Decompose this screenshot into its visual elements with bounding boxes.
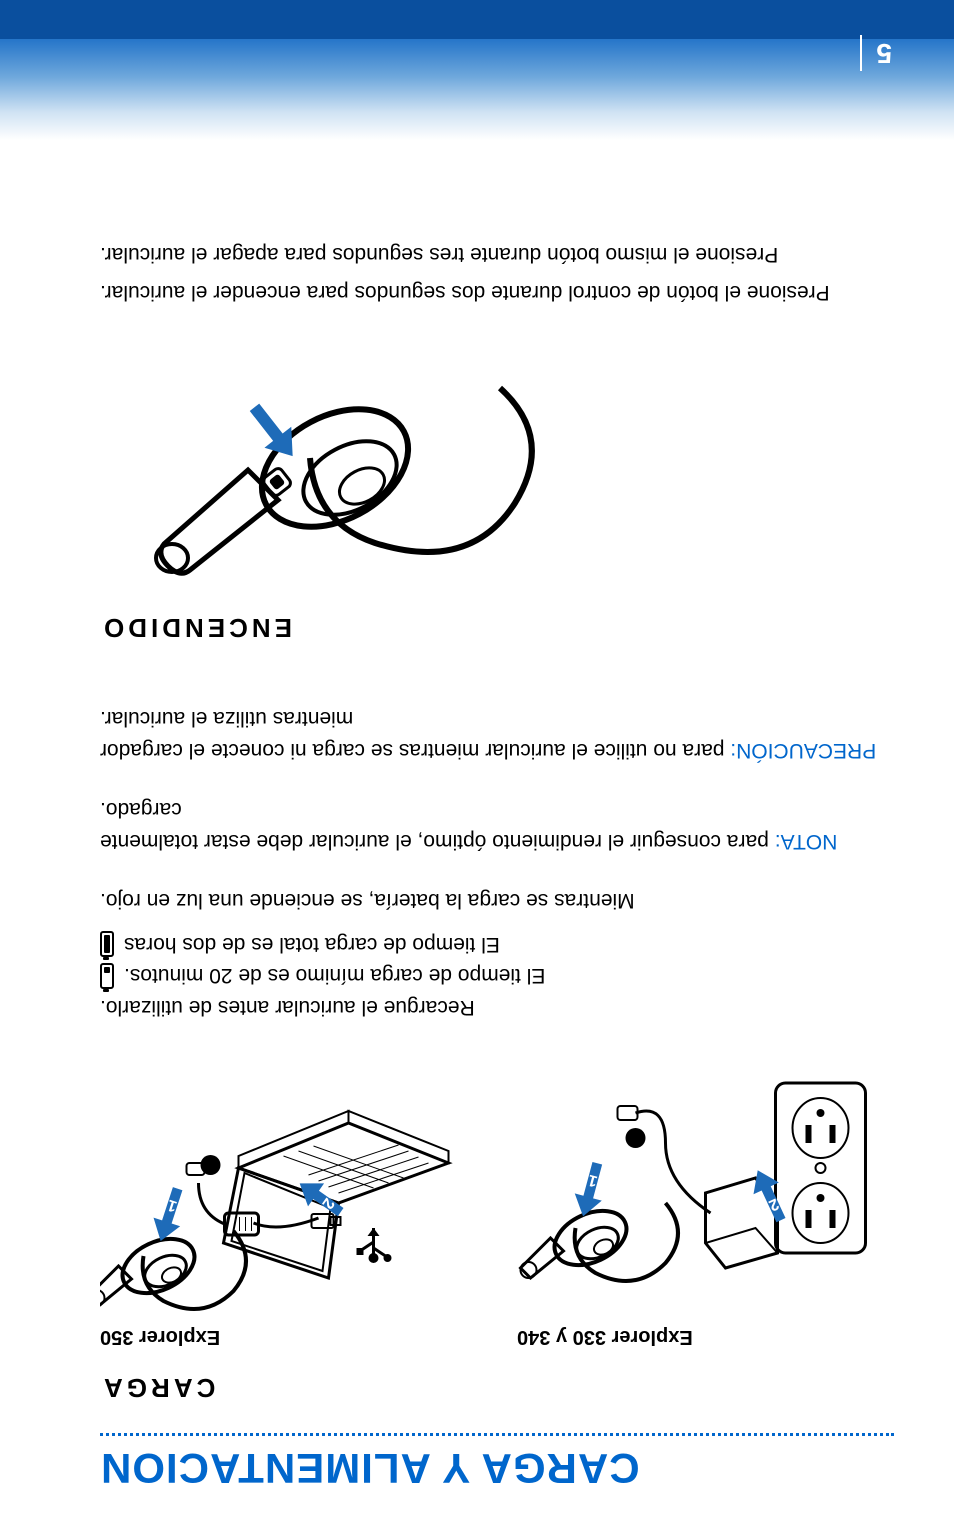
encendido-diagram	[100, 338, 894, 588]
page-title: CARGA Y ALIMENTACION	[100, 1444, 894, 1492]
encendido-heading: ENCENDIDO	[100, 612, 894, 643]
page-number: 5	[860, 35, 892, 71]
carga-line3: El tiempo de carga total es de dos horas	[124, 929, 500, 961]
title-divider	[100, 1433, 894, 1436]
charging-diagrams-row: Explorer 330 y 340	[100, 1053, 894, 1348]
wall-charger-diagram: 2 1	[517, 1053, 894, 1313]
explorer-330-340-label: Explorer 330 y 340	[517, 1325, 894, 1348]
nota-text: para conseguir el rendimiento óptimo, el…	[100, 799, 775, 854]
footer-band	[0, 0, 954, 140]
carga-charging-line: Mientras se carga la batería, se enciend…	[100, 885, 635, 917]
carga-line1: Recargue el auricular antes de utilizarl…	[100, 992, 475, 1024]
carga-heading: CARGA	[100, 1372, 894, 1403]
battery-full-icon	[100, 931, 114, 957]
carga-line2: El tiempo de carga mínimo es de 20 minut…	[124, 960, 545, 992]
explorer-350-label: Explorer 350	[100, 1325, 477, 1348]
precaucion-text: para no utilice el auricular mientras se…	[100, 708, 730, 763]
encendido-line2: Presione el mismo botón durante tres seg…	[100, 239, 778, 271]
nota-paragraph: NOTA: para conseguir el rendimiento ópti…	[100, 794, 894, 857]
usb-charger-diagram: 1 2	[100, 1053, 477, 1313]
battery-low-icon	[100, 963, 114, 989]
precaucion-label: PRECAUCIÓN:	[730, 739, 876, 762]
nota-label: NOTA:	[775, 830, 838, 853]
carga-text-block: Recargue el auricular antes de utilizarl…	[100, 885, 894, 1023]
encendido-line1: Presione el botón de control durante dos…	[100, 277, 830, 309]
precaucion-paragraph: PRECAUCIÓN: para no utilice el auricular…	[100, 703, 894, 766]
